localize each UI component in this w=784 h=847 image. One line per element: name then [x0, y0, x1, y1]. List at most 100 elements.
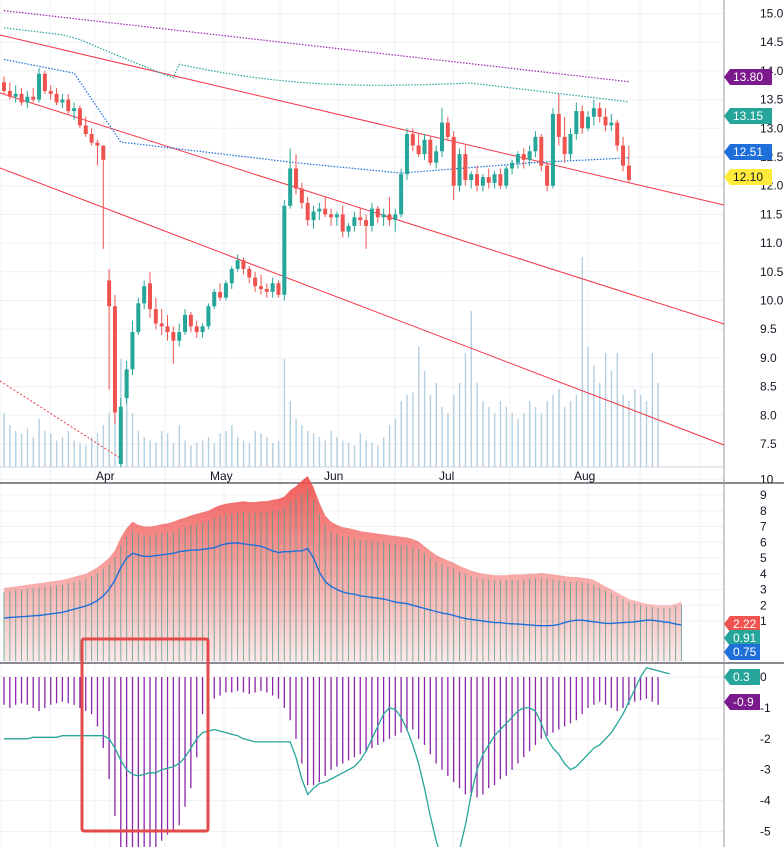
candle-body — [299, 188, 304, 203]
middle-band — [3, 27, 629, 103]
volume-bar — [50, 433, 52, 467]
volume-bar — [242, 440, 245, 467]
volume-bar — [558, 389, 560, 467]
volume-bar — [172, 443, 175, 467]
y-tick-label: 10.0 — [760, 294, 784, 308]
candle-body — [218, 291, 223, 298]
candle-body — [159, 323, 164, 327]
candle-body — [340, 214, 345, 232]
volume-bar — [207, 437, 210, 467]
y-tick-label: 0 — [760, 670, 767, 684]
volume-bar — [295, 419, 297, 467]
volume-bar — [178, 425, 180, 467]
y-tick-label: 8 — [760, 504, 767, 518]
value-badges: 13.80 13.15 12.51 12.10 2.220.910.75 0.3 -0.9 — [724, 69, 772, 710]
volume-bar — [394, 419, 397, 467]
candle-body — [404, 134, 409, 175]
volume-bar — [622, 395, 624, 467]
candle-body — [171, 332, 176, 341]
candle-body — [112, 306, 117, 413]
value-badge — [724, 616, 760, 632]
volume-bar — [505, 407, 508, 467]
x-tick-label: Jun — [324, 469, 343, 483]
y-tick-label: 11.0 — [760, 236, 783, 250]
volume-bar — [143, 437, 145, 467]
candle-body — [235, 260, 240, 269]
value-badge — [724, 630, 760, 646]
candle-body — [568, 134, 573, 155]
volume-bar — [283, 359, 286, 467]
candle-body — [77, 108, 82, 126]
volume-bar — [569, 401, 572, 467]
candle-body — [486, 177, 491, 183]
candle-body — [428, 139, 433, 163]
candle-body — [148, 283, 152, 310]
candle-body — [294, 168, 298, 189]
candle-body — [329, 214, 334, 218]
candle-body — [101, 145, 106, 160]
candle-body — [504, 168, 509, 186]
volume-bar — [277, 440, 280, 467]
candle-body — [445, 122, 450, 137]
oscillator-pane — [3, 666, 670, 847]
y-tick-label: 14.5 — [760, 35, 784, 49]
candle-body — [258, 286, 263, 290]
volume-bar — [441, 407, 443, 467]
volume-bar — [651, 353, 654, 467]
volume-bar — [599, 383, 601, 467]
candle-body — [7, 90, 12, 97]
candle-body — [194, 326, 199, 333]
volume-bar — [517, 419, 519, 467]
price-axis: 7.58.08.59.09.510.010.511.011.512.012.51… — [760, 7, 784, 839]
candle-body — [440, 122, 444, 152]
candle-body — [42, 73, 47, 91]
candle-body — [492, 174, 497, 183]
y-tick-label: 6 — [760, 535, 767, 549]
candle-body — [136, 303, 141, 333]
volume-bar — [493, 413, 496, 467]
volume-bar — [184, 440, 186, 467]
y-tick-label: 13.5 — [760, 93, 784, 107]
volume-bar — [312, 433, 315, 467]
candle-body — [107, 280, 112, 307]
candle-body — [469, 174, 474, 180]
candle-body — [188, 314, 193, 327]
volume-bar — [38, 419, 40, 467]
candle-body — [72, 108, 77, 112]
y-tick-label: 7 — [760, 520, 767, 534]
candle-body — [241, 260, 246, 269]
volume-bar — [458, 383, 461, 467]
volume-bar — [359, 433, 362, 467]
volume-bar — [464, 353, 467, 467]
volume-bar — [85, 445, 87, 467]
volume-bar — [476, 383, 478, 467]
volume-bar — [201, 440, 204, 467]
candle-body — [498, 174, 503, 186]
candle-body — [457, 154, 462, 186]
x-tick-label: Jul — [439, 469, 454, 483]
volume-bar — [540, 413, 543, 467]
candle-body — [434, 151, 439, 163]
volume-bar — [55, 440, 58, 467]
volume-bar — [330, 431, 332, 467]
volume-bar — [511, 413, 513, 467]
volume-bar — [225, 431, 227, 467]
volume-bar — [61, 437, 64, 467]
volume-bar — [155, 443, 157, 467]
candle-body — [177, 332, 182, 341]
trendline — [0, 167, 725, 446]
volume-bar — [336, 437, 338, 467]
volume-bar — [9, 425, 11, 467]
candle-body — [463, 154, 468, 180]
candle-body — [416, 145, 421, 155]
volume-bar — [593, 365, 595, 467]
volume-bar — [219, 433, 221, 467]
candle-body — [89, 134, 94, 143]
candle-body — [410, 134, 415, 146]
candle-body — [358, 217, 363, 221]
volume-bar — [552, 395, 554, 467]
candle-body — [264, 289, 269, 292]
value-badge — [724, 669, 760, 685]
lower-band — [3, 58, 629, 174]
